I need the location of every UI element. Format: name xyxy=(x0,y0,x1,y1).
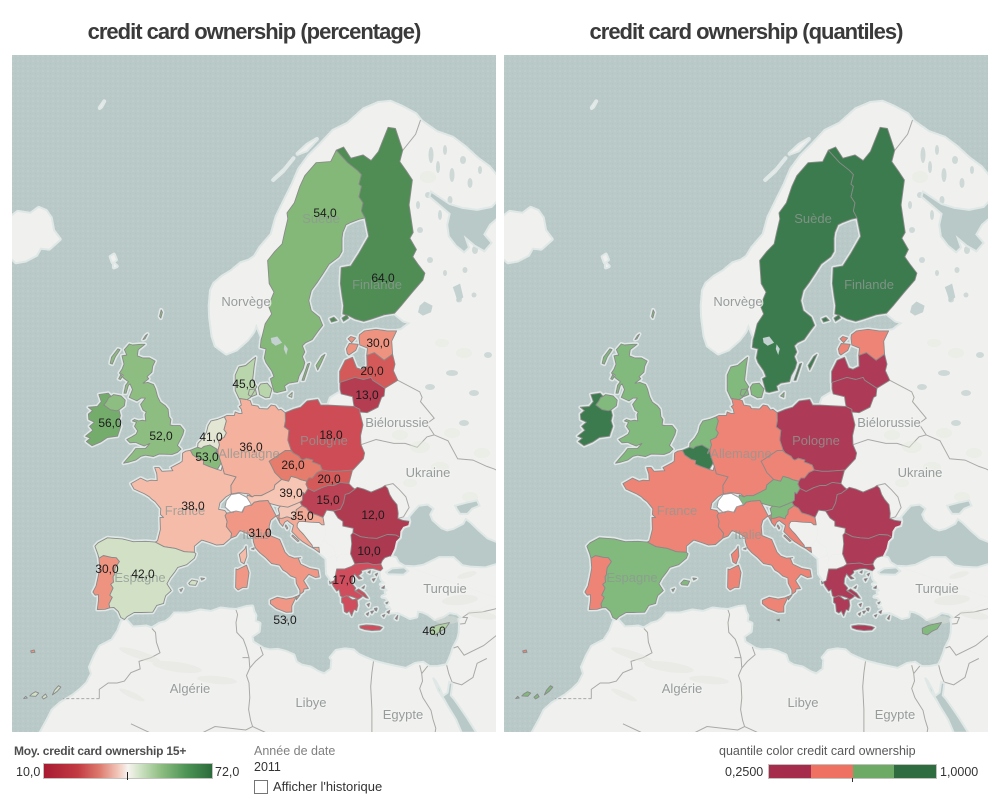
svg-text:Libye: Libye xyxy=(787,695,818,710)
svg-text:35,0: 35,0 xyxy=(290,509,314,523)
svg-text:12,0: 12,0 xyxy=(361,508,385,522)
svg-text:30,0: 30,0 xyxy=(366,336,390,350)
svg-text:13,0: 13,0 xyxy=(355,388,379,402)
svg-text:France: France xyxy=(165,503,205,518)
svg-text:Norvège: Norvège xyxy=(713,294,762,309)
svg-text:18,0: 18,0 xyxy=(319,428,343,442)
svg-text:39,0: 39,0 xyxy=(279,486,303,500)
svg-text:26,0: 26,0 xyxy=(281,458,305,472)
svg-text:Allemagne: Allemagne xyxy=(710,446,771,461)
svg-text:41,0: 41,0 xyxy=(199,430,223,444)
svg-text:Suède: Suède xyxy=(794,211,832,226)
svg-text:Pologne: Pologne xyxy=(300,433,348,448)
svg-text:Suède: Suède xyxy=(302,211,340,226)
svg-text:Italie: Italie xyxy=(734,527,761,542)
svg-text:Finlande: Finlande xyxy=(844,277,894,292)
svg-text:France: France xyxy=(657,503,697,518)
svg-text:Allemagne: Allemagne xyxy=(218,446,279,461)
svg-text:20,0: 20,0 xyxy=(360,364,384,378)
svg-text:Egypte: Egypte xyxy=(383,707,423,722)
svg-text:Biélorussie: Biélorussie xyxy=(365,415,429,430)
svg-text:Espagne: Espagne xyxy=(606,570,657,585)
svg-text:42,0: 42,0 xyxy=(131,567,155,581)
svg-text:38,0: 38,0 xyxy=(181,499,205,513)
svg-text:56,0: 56,0 xyxy=(98,416,122,430)
svg-text:31,0: 31,0 xyxy=(248,526,272,540)
svg-text:52,0: 52,0 xyxy=(149,429,173,443)
svg-text:Ukraine: Ukraine xyxy=(406,465,451,480)
svg-text:Algérie: Algérie xyxy=(662,681,702,696)
svg-text:17,0: 17,0 xyxy=(332,573,356,587)
svg-text:20,0: 20,0 xyxy=(317,472,341,486)
svg-text:Italie: Italie xyxy=(242,527,269,542)
svg-text:45,0: 45,0 xyxy=(232,377,256,391)
svg-text:53,0: 53,0 xyxy=(273,613,297,627)
svg-text:Libye: Libye xyxy=(295,695,326,710)
svg-text:Egypte: Egypte xyxy=(875,707,915,722)
svg-text:Turquie: Turquie xyxy=(423,581,467,596)
svg-text:10,0: 10,0 xyxy=(357,544,381,558)
svg-text:30,0: 30,0 xyxy=(95,562,119,576)
svg-text:Finlande: Finlande xyxy=(352,277,402,292)
svg-text:Norvège: Norvège xyxy=(221,294,270,309)
svg-text:Espagne: Espagne xyxy=(114,570,165,585)
svg-text:46,0: 46,0 xyxy=(422,624,446,638)
svg-text:53,0: 53,0 xyxy=(195,450,219,464)
svg-text:Pologne: Pologne xyxy=(792,433,840,448)
svg-text:Algérie: Algérie xyxy=(170,681,210,696)
svg-text:Ukraine: Ukraine xyxy=(898,465,943,480)
svg-text:Biélorussie: Biélorussie xyxy=(857,415,921,430)
svg-text:Turquie: Turquie xyxy=(915,581,959,596)
svg-text:36,0: 36,0 xyxy=(239,440,263,454)
svg-text:15,0: 15,0 xyxy=(316,493,340,507)
svg-text:54,0: 54,0 xyxy=(313,206,337,220)
svg-text:64,0: 64,0 xyxy=(371,271,395,285)
